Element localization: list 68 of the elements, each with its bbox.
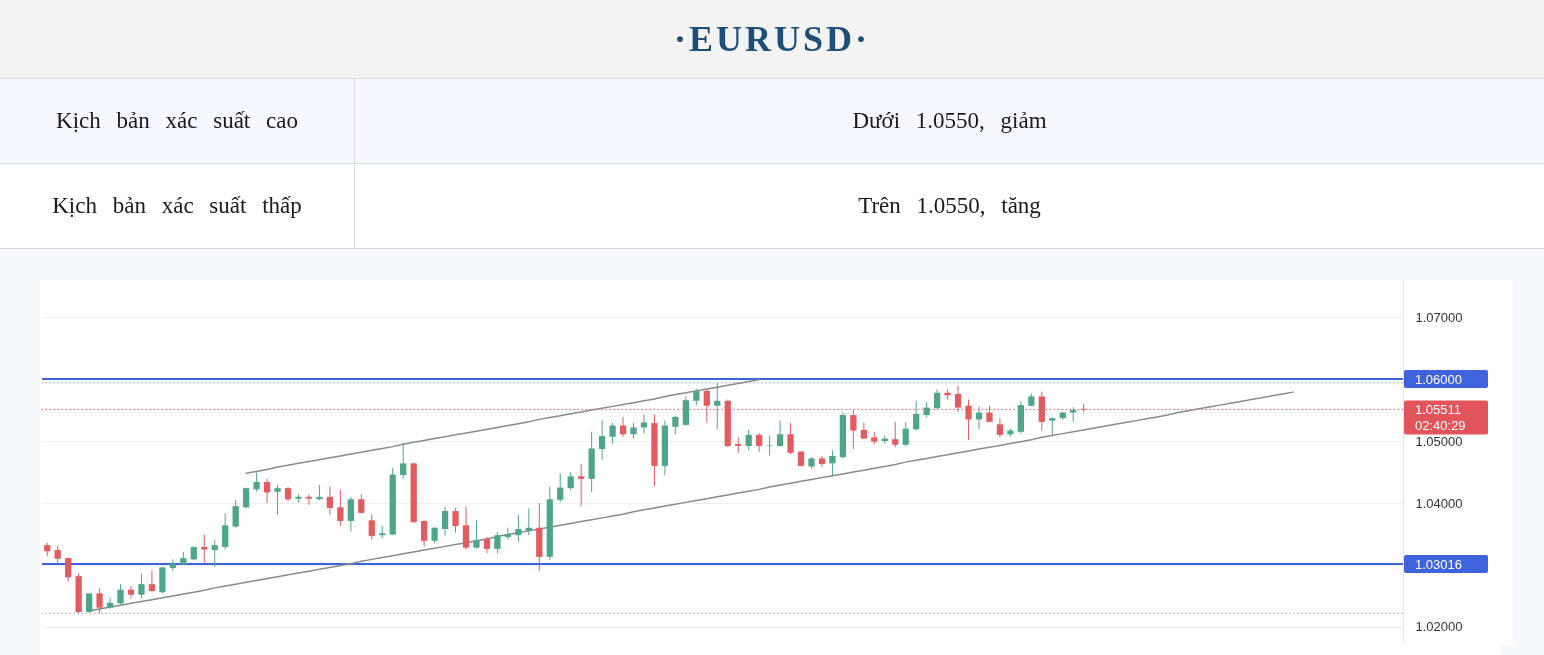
candlestick <box>473 519 480 550</box>
y-tick-label: 1.04000 <box>1415 495 1463 511</box>
candlestick <box>640 413 648 435</box>
candlestick <box>745 429 752 451</box>
candlestick <box>787 422 794 455</box>
candlestick <box>96 587 103 614</box>
text: Trên 1.0550, tăng <box>354 163 1544 249</box>
candlestick <box>337 489 344 527</box>
candlestick <box>452 507 459 534</box>
candlestick <box>735 436 742 454</box>
candlestick <box>462 506 470 550</box>
candlestick <box>420 519 428 547</box>
candlestick <box>672 415 679 435</box>
candlestick <box>913 400 920 432</box>
candlestick <box>776 420 784 448</box>
y-tick-label: 1.05000 <box>1415 433 1463 449</box>
candlestick <box>494 531 501 554</box>
candlestick <box>326 485 334 516</box>
candlestick <box>578 463 585 507</box>
candlestick <box>525 508 532 536</box>
candlestick <box>829 449 836 477</box>
candlestick <box>232 499 239 529</box>
candlestick <box>892 421 899 448</box>
candlestick <box>305 493 313 506</box>
candlestick <box>127 585 135 599</box>
candlestick <box>358 493 365 515</box>
candlestick <box>117 583 124 606</box>
candlestick <box>703 388 710 423</box>
candlestick <box>756 432 763 453</box>
candlestick <box>263 478 271 504</box>
candlestick <box>598 420 606 461</box>
candlestick <box>557 472 564 503</box>
candlestick <box>850 409 857 450</box>
candlestick <box>515 514 522 543</box>
text: Kịch bản xác suất cao <box>0 78 355 164</box>
candlestick <box>274 484 281 516</box>
candlestick <box>106 597 114 610</box>
candlestick <box>253 472 260 493</box>
candlestick <box>714 382 721 430</box>
candlestick <box>211 539 218 568</box>
candlestick <box>766 434 773 456</box>
candlestick <box>965 399 972 441</box>
candlestick <box>347 496 354 532</box>
candlestick <box>138 573 145 599</box>
chart-title: ·EURUSD· <box>673 18 871 60</box>
candlestick <box>954 385 962 413</box>
candlestick <box>54 545 61 565</box>
text: Dưới 1.0550, giảm <box>354 78 1544 164</box>
candlestick <box>441 506 449 537</box>
candlestick <box>400 442 407 480</box>
candlestick <box>65 557 72 583</box>
candlestick <box>996 417 1004 438</box>
ref-line-label: 1.06000 <box>1415 372 1462 388</box>
ref-line-label: 1.03016 <box>1415 556 1462 572</box>
candlestick <box>148 570 156 593</box>
candlestick <box>818 455 826 468</box>
candlestick <box>504 527 512 541</box>
y-tick-label: 1.02000 <box>1415 619 1463 635</box>
candlestick <box>609 422 616 445</box>
ref-line-label: 1.05511 02:40:29 <box>1415 402 1466 434</box>
text: Kịch bản xác suất thấp <box>0 163 355 249</box>
candlestick <box>368 513 375 541</box>
candlestick <box>933 389 941 410</box>
y-tick-label: 1.07000 <box>1415 309 1463 325</box>
candlestick <box>902 421 909 447</box>
candlestick <box>567 471 574 492</box>
line-series <box>245 378 760 475</box>
candlestick <box>222 513 229 550</box>
